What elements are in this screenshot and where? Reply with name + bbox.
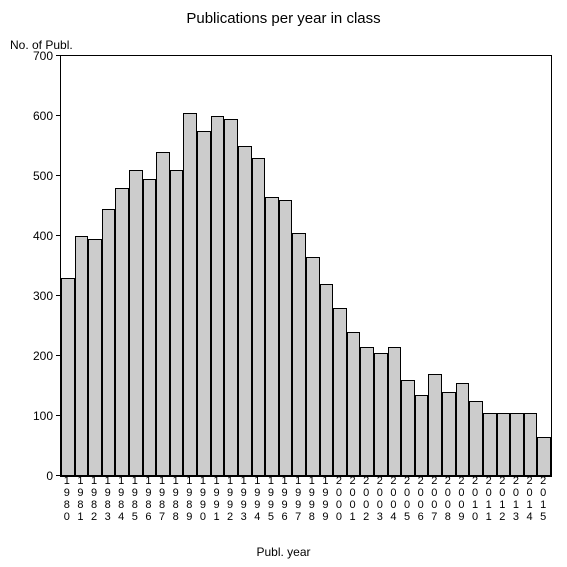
bar xyxy=(224,119,238,476)
y-tick-label: 500 xyxy=(23,169,61,183)
bar xyxy=(197,131,211,476)
bar xyxy=(61,278,75,476)
y-tick-label: 200 xyxy=(23,349,61,363)
x-tick-label: 2011 xyxy=(482,475,496,523)
y-tick-label: 300 xyxy=(23,289,61,303)
bar xyxy=(401,380,415,476)
chart-title: Publications per year in class xyxy=(0,10,567,27)
bar xyxy=(483,413,497,476)
y-tick-label: 600 xyxy=(23,109,61,123)
x-tick-label: 2010 xyxy=(468,475,482,523)
bar xyxy=(360,347,374,476)
x-tick-label: 2014 xyxy=(523,475,537,523)
bar xyxy=(456,383,470,476)
x-tick-label: 1983 xyxy=(101,475,115,523)
bar xyxy=(252,158,266,476)
bar xyxy=(88,239,102,476)
bar xyxy=(170,170,184,476)
x-tick-label: 2015 xyxy=(536,475,550,523)
x-tick-label: 1998 xyxy=(305,475,319,523)
y-tick-label: 0 xyxy=(23,469,61,483)
y-tick-label: 700 xyxy=(23,49,61,63)
bar xyxy=(510,413,524,476)
bar xyxy=(129,170,143,476)
bar xyxy=(265,197,279,476)
x-axis-label: Publ. year xyxy=(0,545,567,559)
x-tick-label: 2005 xyxy=(400,475,414,523)
bar xyxy=(442,392,456,476)
x-tick-label: 1980 xyxy=(60,475,74,523)
bar xyxy=(75,236,89,476)
x-tick-label: 2013 xyxy=(509,475,523,523)
bar xyxy=(115,188,129,476)
x-tick-label: 1992 xyxy=(223,475,237,523)
x-tick-label: 1994 xyxy=(251,475,265,523)
x-tick-label: 1982 xyxy=(87,475,101,523)
bar xyxy=(292,233,306,476)
x-tick-label: 1993 xyxy=(237,475,251,523)
bar xyxy=(524,413,538,476)
bar xyxy=(306,257,320,476)
x-tick-label: 1987 xyxy=(155,475,169,523)
x-ticks-group: 1980198119821983198419851986198719881989… xyxy=(60,475,550,523)
bar xyxy=(102,209,116,476)
x-tick-label: 1996 xyxy=(278,475,292,523)
x-tick-label: 2002 xyxy=(359,475,373,523)
x-tick-label: 2004 xyxy=(387,475,401,523)
x-tick-label: 1995 xyxy=(264,475,278,523)
bar xyxy=(537,437,551,476)
x-tick-label: 2008 xyxy=(441,475,455,523)
x-tick-label: 2009 xyxy=(455,475,469,523)
bars-group xyxy=(61,56,551,476)
chart-container: Publications per year in class No. of Pu… xyxy=(0,0,567,567)
bar xyxy=(497,413,511,476)
x-tick-label: 1985 xyxy=(128,475,142,523)
x-tick-label: 2001 xyxy=(346,475,360,523)
bar xyxy=(469,401,483,476)
bar xyxy=(183,113,197,476)
x-tick-label: 1988 xyxy=(169,475,183,523)
x-tick-label: 1984 xyxy=(114,475,128,523)
bar xyxy=(374,353,388,476)
x-tick-label: 1989 xyxy=(182,475,196,523)
x-tick-label: 2003 xyxy=(373,475,387,523)
x-tick-label: 1991 xyxy=(210,475,224,523)
bar xyxy=(428,374,442,476)
bar xyxy=(320,284,334,476)
x-tick-label: 2006 xyxy=(414,475,428,523)
x-tick-label: 1999 xyxy=(319,475,333,523)
plot-area: 0100200300400500600700 xyxy=(60,55,552,477)
bar xyxy=(415,395,429,476)
bar xyxy=(388,347,402,476)
bar xyxy=(347,332,361,476)
x-tick-label: 1990 xyxy=(196,475,210,523)
x-tick-label: 2000 xyxy=(332,475,346,523)
bar xyxy=(333,308,347,476)
bar xyxy=(238,146,252,476)
x-tick-label: 1997 xyxy=(291,475,305,523)
y-tick-label: 100 xyxy=(23,409,61,423)
x-tick-label: 1986 xyxy=(142,475,156,523)
bar xyxy=(156,152,170,476)
bar xyxy=(143,179,157,476)
x-tick-label: 2007 xyxy=(427,475,441,523)
x-tick-label: 2012 xyxy=(496,475,510,523)
x-tick-label: 1981 xyxy=(74,475,88,523)
bar xyxy=(211,116,225,476)
y-tick-label: 400 xyxy=(23,229,61,243)
bar xyxy=(279,200,293,476)
